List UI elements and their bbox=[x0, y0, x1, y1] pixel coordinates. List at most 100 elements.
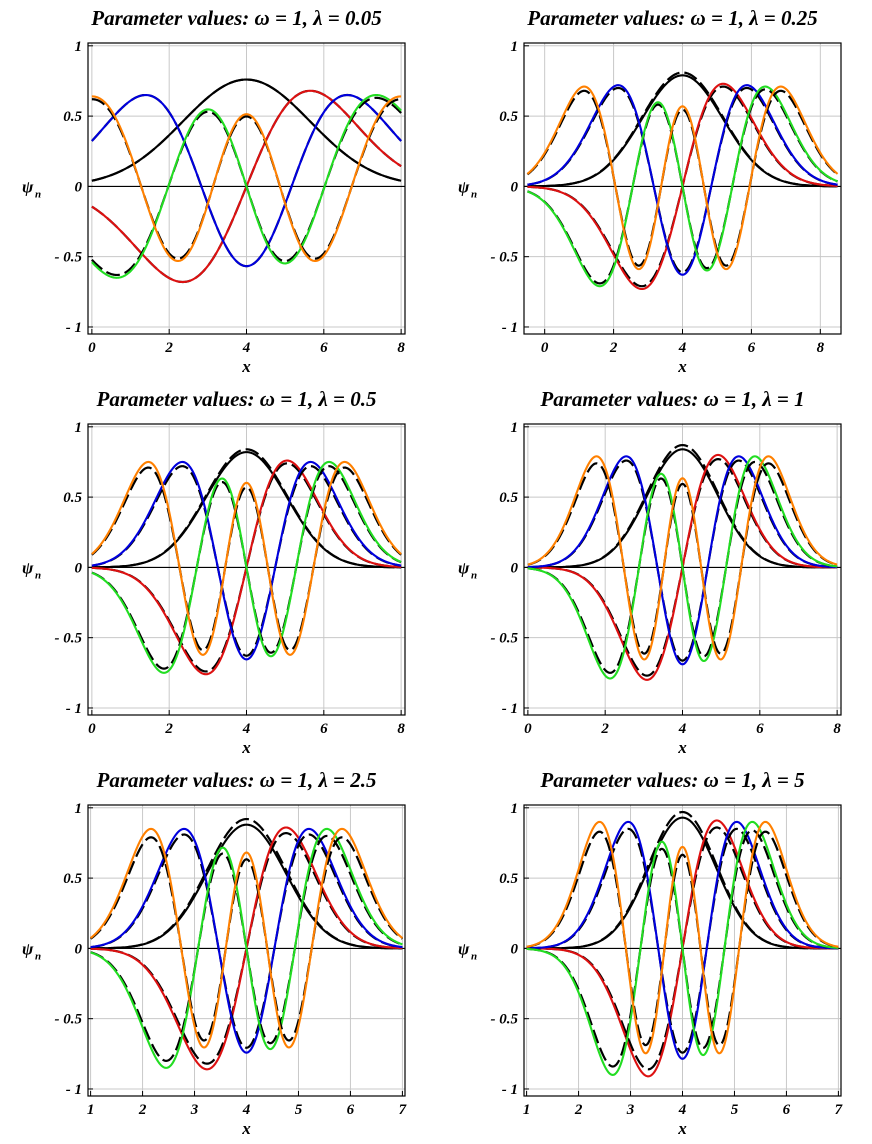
y-axis-label: ψ bbox=[458, 939, 470, 958]
x-tick-label: 2 bbox=[600, 721, 609, 737]
y-tick-label: - 0.5 bbox=[55, 631, 83, 647]
y-tick-label: 0.5 bbox=[499, 490, 518, 506]
x-tick-label: 0 bbox=[541, 340, 549, 356]
y-tick-label: 1 bbox=[511, 39, 519, 55]
y-tick-label: - 1 bbox=[66, 701, 82, 717]
y-axis-label-subscript: n bbox=[471, 188, 477, 200]
y-axis-label: ψ bbox=[22, 558, 34, 577]
x-tick-label: 6 bbox=[320, 721, 328, 737]
x-tick-label: 7 bbox=[399, 1102, 407, 1118]
y-tick-label: 0 bbox=[75, 941, 83, 957]
x-tick-label: 4 bbox=[242, 721, 251, 737]
series-line bbox=[91, 460, 402, 656]
y-tick-label: 1 bbox=[75, 39, 83, 55]
y-tick-label: - 0.5 bbox=[491, 250, 519, 266]
series-line bbox=[527, 448, 838, 569]
series-line bbox=[527, 84, 838, 276]
x-axis-label: x bbox=[241, 738, 251, 757]
x-tick-label: 2 bbox=[609, 340, 618, 356]
y-axis-label: ψ bbox=[22, 939, 34, 958]
y-tick-label: 1 bbox=[75, 801, 83, 817]
y-tick-label: - 0.5 bbox=[491, 631, 519, 647]
chart-title: Parameter values: ω = 1, λ = 5 bbox=[539, 768, 804, 792]
x-tick-label: 0 bbox=[524, 721, 532, 737]
y-axis-label-subscript: n bbox=[35, 188, 41, 200]
x-axis-label: x bbox=[677, 1119, 687, 1138]
x-tick-label: 8 bbox=[833, 721, 841, 737]
series-line-dashed bbox=[89, 836, 404, 1042]
y-tick-label: - 1 bbox=[502, 1082, 518, 1098]
series-line bbox=[527, 85, 838, 288]
x-axis-label: x bbox=[241, 357, 251, 376]
y-axis-label-subscript: n bbox=[471, 569, 477, 581]
y-tick-label: 1 bbox=[511, 801, 519, 817]
x-tick-label: 1 bbox=[523, 1102, 531, 1118]
y-tick-label: - 1 bbox=[502, 701, 518, 717]
x-tick-label: 4 bbox=[678, 721, 687, 737]
y-tick-label: - 0.5 bbox=[55, 250, 83, 266]
x-axis-label: x bbox=[677, 357, 687, 376]
chart-title: Parameter values: ω = 1, λ = 0.05 bbox=[90, 6, 382, 30]
y-axis-label-subscript: n bbox=[471, 950, 477, 962]
series-line-dashed bbox=[91, 465, 402, 670]
series-line bbox=[91, 78, 402, 182]
series-line bbox=[91, 93, 402, 279]
chart-svg-1: 0 2 4 6 8 1 0.5 0 - 0.5 - 1 Parameter values: ω = … bbox=[22, 6, 406, 376]
series-line bbox=[90, 827, 403, 1054]
series-line bbox=[526, 85, 839, 271]
series-line-dashed bbox=[90, 834, 403, 1062]
series-line bbox=[91, 460, 402, 674]
x-tick-label: 8 bbox=[397, 340, 405, 356]
x-tick-label: 8 bbox=[817, 340, 825, 356]
y-axis-label: ψ bbox=[22, 177, 34, 196]
series-line bbox=[526, 820, 839, 1060]
x-tick-label: 2 bbox=[164, 340, 173, 356]
y-tick-label: 0 bbox=[75, 179, 83, 195]
y-tick-label: 0.5 bbox=[63, 490, 82, 506]
y-tick-label: - 1 bbox=[502, 320, 518, 336]
series-line bbox=[90, 823, 403, 950]
x-tick-label: 4 bbox=[678, 1102, 687, 1118]
chart-svg-6: 1 2 3 4 5 6 7 1 0.5 0 - 0.5 - 1 Parameter values: ω … bbox=[458, 768, 843, 1138]
y-tick-label: 0 bbox=[511, 560, 519, 576]
chart-svg-5: 1 2 3 4 5 6 7 1 0.5 0 - 0.5 - 1 Parameter values: ω … bbox=[22, 768, 407, 1138]
series-line-dashed bbox=[526, 830, 839, 1047]
x-tick-label: 6 bbox=[347, 1102, 355, 1118]
chart-panel-2: 0 2 4 6 8 1 0.5 0 - 0.5 - 1 Parameter values: ω = … bbox=[436, 0, 872, 381]
chart-svg-3: 0 2 4 6 8 1 0.5 0 - 0.5 - 1 Parameter values: ω = … bbox=[22, 387, 406, 757]
x-tick-label: 8 bbox=[397, 721, 405, 737]
series-line-dashed bbox=[527, 462, 838, 655]
y-tick-label: 0.5 bbox=[63, 871, 82, 887]
series-line-dashed bbox=[526, 89, 839, 267]
chart-title: Parameter values: ω = 1, λ = 2.5 bbox=[96, 768, 377, 792]
x-tick-label: 2 bbox=[138, 1102, 147, 1118]
series-line bbox=[527, 455, 838, 661]
series-line bbox=[91, 93, 402, 268]
series-line-dashed bbox=[91, 466, 402, 652]
series-line bbox=[91, 95, 402, 263]
x-tick-label: 5 bbox=[731, 1102, 739, 1118]
series-line bbox=[526, 816, 839, 950]
x-tick-label: 2 bbox=[164, 721, 173, 737]
chart-panel-6: 1 2 3 4 5 6 7 1 0.5 0 - 0.5 - 1 Parameter values: ω … bbox=[436, 762, 872, 1143]
y-tick-label: 0.5 bbox=[499, 109, 518, 125]
y-tick-label: 1 bbox=[511, 420, 519, 436]
x-tick-label: 2 bbox=[574, 1102, 583, 1118]
x-axis-label: x bbox=[241, 1119, 251, 1138]
series-line bbox=[527, 74, 838, 188]
x-tick-label: 7 bbox=[835, 1102, 843, 1118]
x-tick-label: 6 bbox=[748, 340, 756, 356]
chart-panel-1: 0 2 4 6 8 1 0.5 0 - 0.5 - 1 Parameter values: ω = … bbox=[0, 0, 436, 381]
x-axis-label: x bbox=[677, 738, 687, 757]
x-tick-label: 4 bbox=[242, 340, 251, 356]
chart-panel-4: 0 2 4 6 8 1 0.5 0 - 0.5 - 1 Parameter values: ω = … bbox=[436, 381, 872, 762]
y-tick-label: 1 bbox=[75, 420, 83, 436]
x-tick-label: 5 bbox=[295, 1102, 303, 1118]
series-line bbox=[527, 455, 838, 680]
y-tick-label: 0.5 bbox=[63, 109, 82, 125]
y-tick-label: 0.5 bbox=[499, 871, 518, 887]
y-axis-label: ψ bbox=[458, 558, 470, 577]
chart-svg-4: 0 2 4 6 8 1 0.5 0 - 0.5 - 1 Parameter values: ω = … bbox=[458, 387, 842, 757]
chart-panel-5: 1 2 3 4 5 6 7 1 0.5 0 - 0.5 - 1 Parameter values: ω … bbox=[0, 762, 436, 1143]
